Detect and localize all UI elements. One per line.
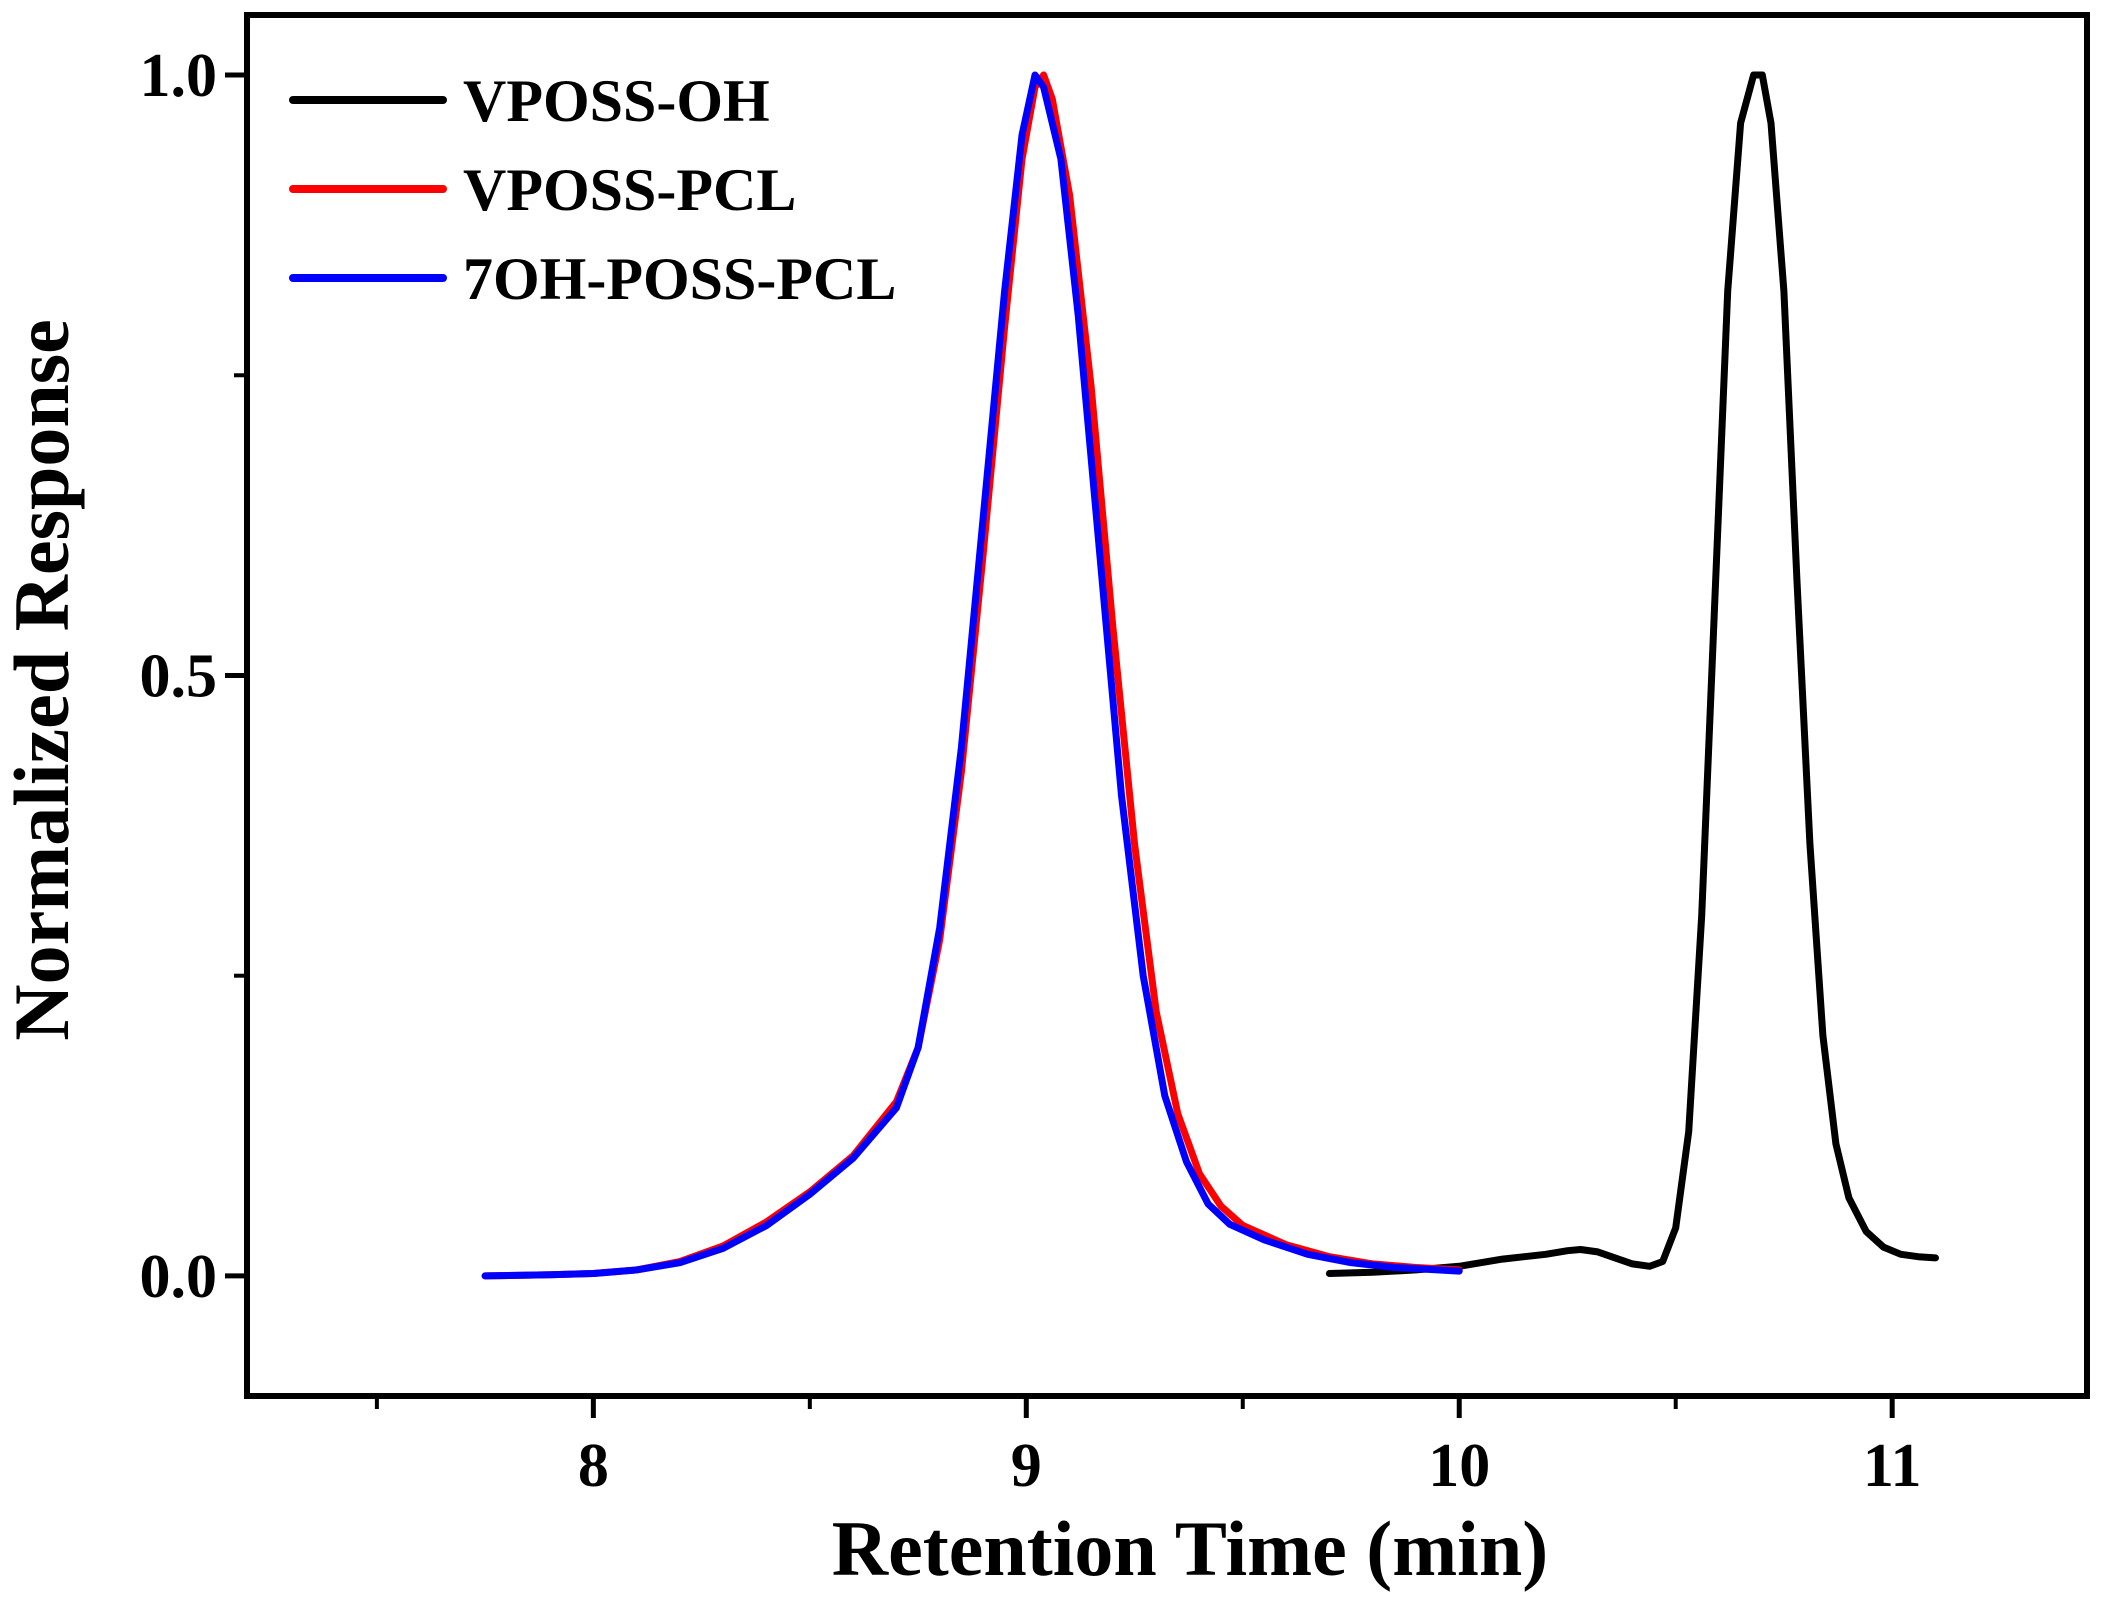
legend-label-7oh-poss-pcl: 7OH-POSS-PCL <box>463 246 896 312</box>
x-axis-title: Retention Time (min) <box>832 1505 1548 1592</box>
x-tick-label: 8 <box>578 1432 609 1500</box>
y-tick-label: 0.5 <box>140 642 218 710</box>
y-tick-label: 1.0 <box>140 42 218 110</box>
y-tick-label: 0.0 <box>140 1243 218 1311</box>
plot-area <box>481 71 1939 1280</box>
y-axis-title: Normalized Response <box>0 319 85 1040</box>
series-line-7oh-poss-pcl <box>481 71 1463 1280</box>
legend-label-vposs-oh: VPOSS-OH <box>463 68 770 134</box>
axes: 8 9 10 11 0.0 0.5 1.0 <box>140 12 2090 1500</box>
series-line-vposs-oh <box>1325 71 1939 1277</box>
x-tick-label: 11 <box>1863 1432 1922 1500</box>
legend: VPOSS-OH VPOSS-PCL 7OH-POSS-PCL <box>289 68 896 312</box>
plot-frame <box>244 12 2090 1399</box>
x-tick-label: 9 <box>1011 1432 1042 1500</box>
x-tick-label: 10 <box>1428 1432 1490 1500</box>
legend-label-vposs-pcl: VPOSS-PCL <box>463 157 796 223</box>
